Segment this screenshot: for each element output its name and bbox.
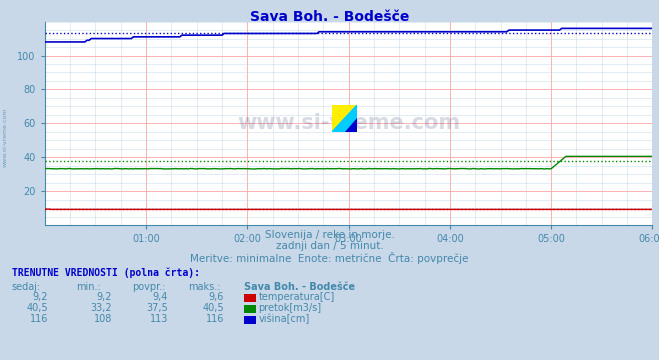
Text: 40,5: 40,5	[26, 303, 48, 313]
Text: 9,4: 9,4	[153, 292, 168, 302]
Text: maks.:: maks.:	[188, 282, 220, 292]
Text: TRENUTNE VREDNOSTI (polna črta):: TRENUTNE VREDNOSTI (polna črta):	[12, 267, 200, 278]
Text: 113: 113	[150, 314, 168, 324]
Text: 37,5: 37,5	[146, 303, 168, 313]
Text: Slovenija / reke in morje.: Slovenija / reke in morje.	[264, 230, 395, 240]
Text: 9,6: 9,6	[209, 292, 224, 302]
Text: 116: 116	[206, 314, 224, 324]
Text: Sava Boh. - Bodešče: Sava Boh. - Bodešče	[244, 282, 355, 292]
Polygon shape	[345, 118, 357, 132]
Text: povpr.:: povpr.:	[132, 282, 165, 292]
Text: 108: 108	[94, 314, 112, 324]
Text: www.si-vreme.com: www.si-vreme.com	[237, 113, 460, 133]
Polygon shape	[332, 105, 357, 132]
Text: sedaj:: sedaj:	[12, 282, 41, 292]
Text: www.si-vreme.com: www.si-vreme.com	[3, 107, 8, 167]
Text: min.:: min.:	[76, 282, 101, 292]
Text: 40,5: 40,5	[202, 303, 224, 313]
Text: Sava Boh. - Bodešče: Sava Boh. - Bodešče	[250, 10, 409, 24]
Text: 116: 116	[30, 314, 48, 324]
Text: zadnji dan / 5 minut.: zadnji dan / 5 minut.	[275, 241, 384, 251]
Text: 9,2: 9,2	[32, 292, 48, 302]
Text: 33,2: 33,2	[90, 303, 112, 313]
Text: pretok[m3/s]: pretok[m3/s]	[258, 303, 322, 313]
Polygon shape	[332, 105, 357, 132]
Text: višina[cm]: višina[cm]	[258, 314, 310, 324]
Text: Meritve: minimalne  Enote: metrične  Črta: povprečje: Meritve: minimalne Enote: metrične Črta:…	[190, 252, 469, 264]
Text: 9,2: 9,2	[96, 292, 112, 302]
Text: temperatura[C]: temperatura[C]	[258, 292, 335, 302]
